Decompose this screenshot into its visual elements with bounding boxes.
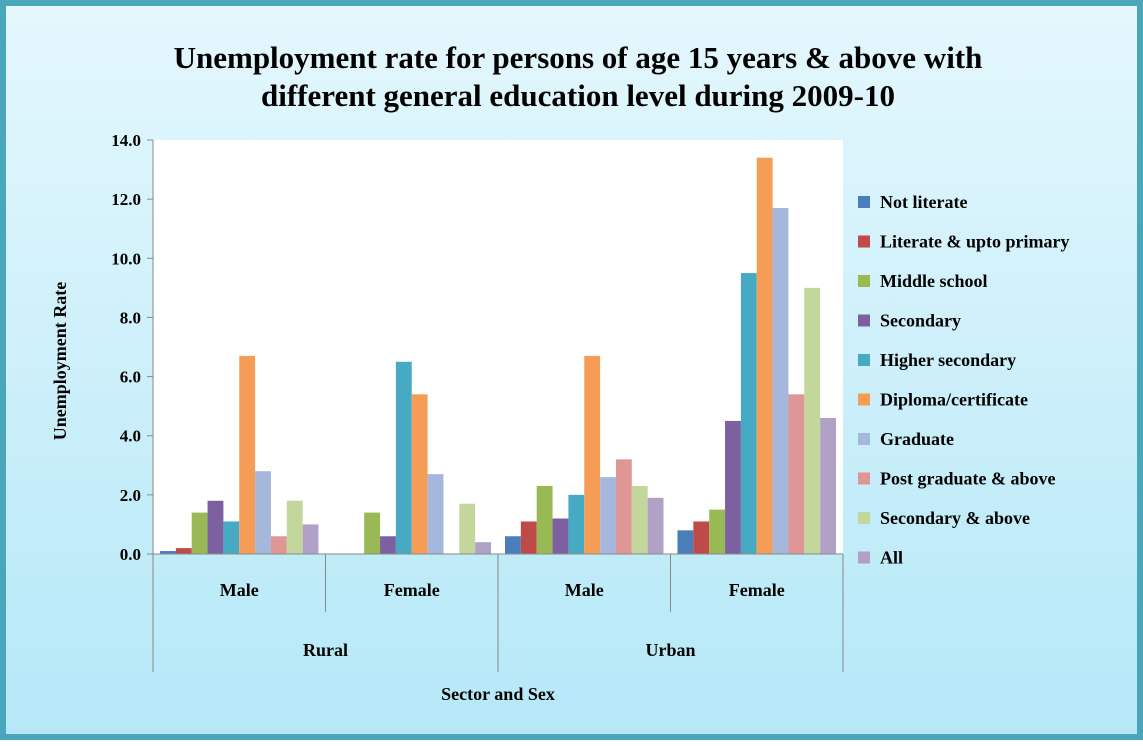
y-axis: 0.0 2.0 4.0 6.0 8.0 10.0 12.0 14.0 — [111, 131, 154, 564]
legend-label: Diploma/certificate — [880, 390, 1028, 410]
legend-label: Higher secondary — [880, 350, 1016, 370]
bar — [505, 536, 521, 554]
legend-label: Secondary — [880, 311, 961, 331]
y-tick-label: 2.0 — [120, 486, 141, 505]
chart-title-line-2: different general education level during… — [261, 78, 895, 113]
legend-label: Literate & upto primary — [880, 232, 1069, 252]
bar — [631, 485, 648, 554]
legend-label: Post graduate & above — [880, 469, 1055, 489]
legend-label: Middle school — [880, 271, 988, 291]
legend-swatch — [858, 393, 870, 406]
x-axis-title: Sector and Sex — [441, 684, 555, 704]
bar — [725, 420, 741, 554]
legend-swatch — [858, 354, 870, 366]
y-tick-label: 10.0 — [111, 249, 141, 268]
legend-swatch — [858, 433, 870, 445]
y-tick-label: 0.0 — [120, 545, 141, 564]
bar — [411, 394, 428, 554]
bar — [788, 394, 805, 554]
bar — [255, 471, 271, 554]
legend-label: Not literate — [880, 192, 967, 212]
bar — [364, 512, 381, 554]
bar — [395, 361, 412, 554]
bar — [520, 521, 537, 554]
bar — [239, 355, 256, 554]
y-tick-label: 12.0 — [111, 190, 141, 209]
x-axis: Male Female Male Female Rural Urban — [152, 553, 844, 672]
bar — [475, 542, 491, 554]
y-tick-label: 8.0 — [120, 308, 141, 327]
bar — [693, 521, 710, 554]
bar — [647, 497, 664, 554]
bar — [740, 273, 757, 554]
bar — [286, 500, 303, 554]
bar — [427, 474, 444, 554]
legend-swatch — [858, 275, 870, 287]
bar — [191, 512, 208, 554]
legend-label: All — [880, 548, 903, 568]
x-category-label: Female — [729, 580, 785, 600]
legend-swatch — [858, 196, 870, 208]
y-tick-label: 6.0 — [120, 368, 141, 387]
legend-swatch — [858, 235, 870, 248]
bar — [804, 287, 821, 554]
bar — [552, 518, 569, 554]
x-group-label: Urban — [645, 640, 695, 660]
x-category-label: Female — [384, 580, 440, 600]
bar — [270, 536, 287, 554]
x-category-label: Male — [220, 580, 259, 600]
bar — [160, 551, 176, 554]
legend-label: Secondary & above — [880, 508, 1030, 528]
legend-swatch — [858, 512, 870, 524]
bar — [568, 494, 585, 554]
bar — [584, 355, 601, 554]
chart-title-line-1: Unemployment rate for persons of age 15 … — [174, 40, 983, 75]
legend-swatch — [858, 472, 870, 485]
bar — [677, 530, 694, 554]
legend: Not literate Literate & upto primary Middl… — [858, 192, 1069, 568]
bar — [600, 477, 616, 554]
bar — [223, 521, 240, 554]
bar — [207, 500, 224, 554]
legend-swatch — [858, 314, 870, 327]
bar — [536, 485, 553, 554]
bar — [772, 208, 789, 554]
y-tick-label: 14.0 — [111, 131, 141, 150]
bars — [160, 157, 836, 554]
legend-label: Graduate — [880, 429, 954, 449]
legend-swatch — [858, 551, 870, 564]
bar — [459, 503, 476, 554]
bar — [820, 417, 836, 554]
bar — [380, 536, 396, 554]
bar — [302, 524, 319, 554]
y-tick-label: 4.0 — [120, 427, 141, 446]
x-group-label: Rural — [303, 640, 348, 660]
bar — [615, 459, 632, 554]
bar — [175, 548, 192, 554]
chart: Unemployment rate for persons of age 15 … — [50, 40, 1069, 704]
y-axis-title: Unemployment Rate — [50, 282, 70, 440]
bar — [756, 157, 773, 554]
x-category-label: Male — [565, 580, 604, 600]
bar — [709, 509, 726, 554]
